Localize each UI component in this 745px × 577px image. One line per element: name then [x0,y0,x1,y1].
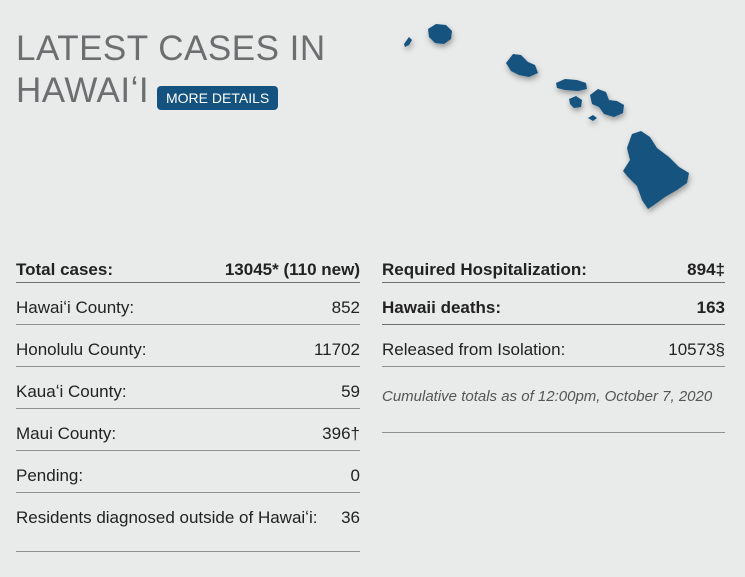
table-row: Kauaʻi County: 59 [16,367,360,409]
total-cases-row: Total cases: 13045* (110 new) [16,257,360,283]
released-label: Released from Isolation: [382,340,566,359]
hawaii-county-value: 852 [331,298,360,317]
total-cases-value: 13045* (110 new) [224,260,360,279]
total-cases-label: Total cases: [16,260,114,279]
big-island-icon [623,131,689,209]
honolulu-county-label: Honolulu County: [16,340,147,359]
deaths-label: Hawaii deaths: [382,298,502,317]
residents-outside-value: 36 [341,508,360,527]
statewide-totals-table: Required Hospitalization: 894‡ Hawaii de… [382,257,725,433]
deaths-value: 163 [696,298,725,317]
kauai-county-value: 59 [341,382,360,401]
lanai-island-icon [569,96,582,108]
table-row: Residents diagnosed outside of Hawaiʻi: … [16,493,360,552]
kauai-island-icon [428,24,452,44]
molokai-island-icon [556,79,587,91]
cumulative-totals-note: Cumulative totals as of 12:00pm, October… [382,367,725,433]
hawaii-islands-map-icon [404,24,689,209]
released-value: 10573§ [668,340,725,359]
hawaii-county-label: Hawaiʻi County: [16,298,135,317]
maui-county-value: 396† [322,424,360,443]
table-row: Honolulu County: 11702 [16,325,360,367]
county-cases-table: Total cases: 13045* (110 new) Hawaiʻi Co… [16,257,360,552]
residents-outside-label: Residents diagnosed outside of Hawaiʻi: [16,508,318,527]
page-title: LATEST CASES IN HAWAIʻI [16,28,326,112]
kahoolawe-island-icon [588,115,597,121]
oahu-island-icon [506,54,538,77]
deaths-row: Hawaii deaths: 163 [382,283,725,325]
niihau-island-icon [404,37,412,47]
pending-label: Pending: [16,466,84,485]
maui-county-label: Maui County: [16,424,117,443]
maui-island-icon [590,89,624,117]
honolulu-county-value: 11702 [313,340,360,359]
table-row: Maui County: 396† [16,409,360,451]
pending-value: 0 [350,466,360,485]
hospitalization-row: Required Hospitalization: 894‡ [382,257,725,283]
table-row: Hawaiʻi County: 852 [16,283,360,325]
kauai-county-label: Kauaʻi County: [16,382,127,401]
hospitalization-label: Required Hospitalization: [382,260,587,279]
hospitalization-value: 894‡ [687,260,725,279]
table-row: Pending: 0 [16,451,360,493]
table-row: Released from Isolation: 10573§ [382,325,725,367]
page-title-line-2: HAWAIʻI [16,71,150,110]
page-title-line-1: LATEST CASES IN [16,29,326,68]
more-details-button[interactable]: MORE DETAILS [157,86,279,110]
